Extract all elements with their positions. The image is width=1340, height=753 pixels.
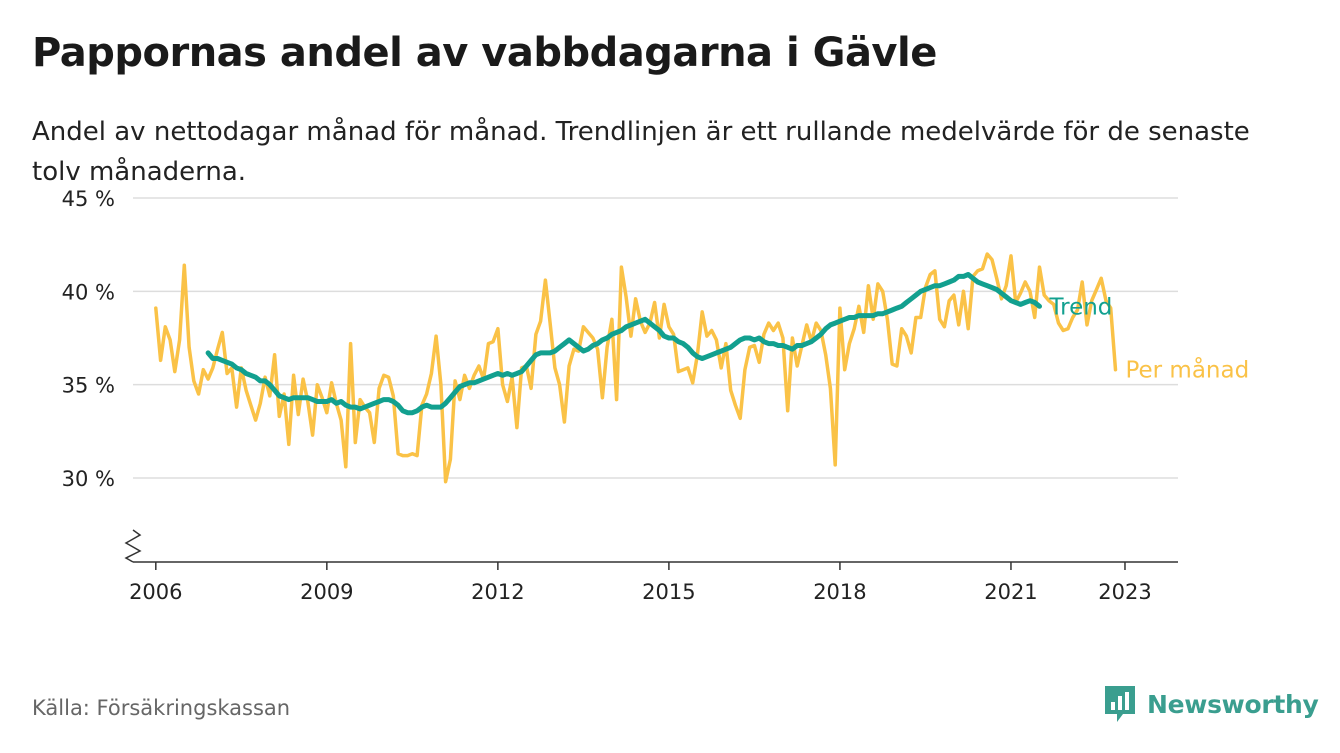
chart-subtitle: Andel av nettodagar månad för månad. Tre… <box>32 117 1250 187</box>
series-line-monthly <box>154 252 1118 484</box>
series-labels: Trend Per månad <box>1048 294 1249 383</box>
chart-title: Pappornas andel av vabbdagarna i Gävle <box>32 30 937 76</box>
x-tick-label: 2006 <box>129 580 182 604</box>
x-tick-label: 2015 <box>642 580 695 604</box>
source-note: Källa: Försäkringskassan <box>32 696 291 720</box>
axes: 30 % 35 % 40 % 45 % 2006 2009 2012 2015 2018 2021… <box>62 187 1178 604</box>
series-label-trend: Trend <box>1048 294 1112 320</box>
brand-name: Newsworthy <box>1147 689 1319 719</box>
series <box>154 252 1118 484</box>
x-tick-label: 2012 <box>471 580 524 604</box>
y-tick-label: 35 % <box>62 374 115 398</box>
series-label-monthly: Per månad <box>1125 356 1249 384</box>
x-tick-label: 2009 <box>300 580 353 604</box>
line-chart: 30 % 35 % 40 % 45 % 2006 2009 2012 2015 2018 2021… <box>62 187 1250 604</box>
axis-break-icon <box>124 529 142 563</box>
newsworthy-logo[interactable]: Newsworthy <box>1103 684 1319 724</box>
x-tick-label: 2021 <box>984 580 1037 604</box>
y-tick-label: 45 % <box>62 187 115 211</box>
series-line-trend <box>205 272 1042 416</box>
bar-chart-icon <box>1105 686 1135 722</box>
x-tick-label: 2018 <box>813 580 866 604</box>
y-tick-label: 30 % <box>62 467 115 491</box>
x-tick-label: 2023 <box>1098 580 1151 604</box>
y-tick-label: 40 % <box>62 280 115 304</box>
